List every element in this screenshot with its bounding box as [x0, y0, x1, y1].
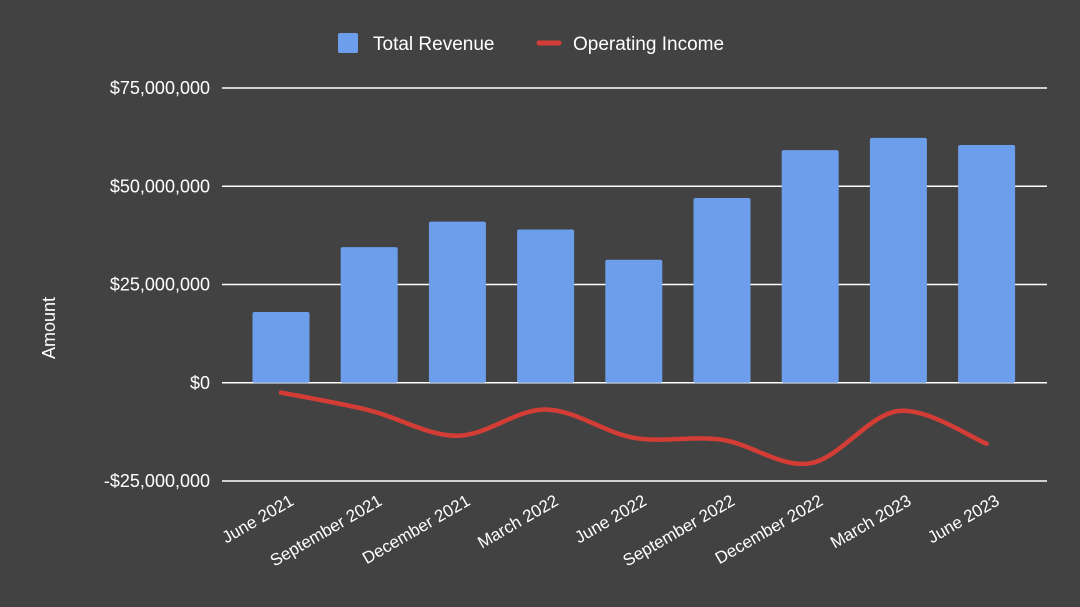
revenue-bar[interactable]: [340, 247, 398, 383]
revenue-bar[interactable]: [693, 198, 751, 383]
legend-label-operating-income: Operating Income: [573, 34, 724, 55]
y-axis-label: Amount: [39, 297, 59, 359]
revenue-bar[interactable]: [428, 221, 486, 383]
legend-item-operating-income[interactable]: Operating Income: [536, 34, 724, 55]
operating-income-line[interactable]: [278, 390, 989, 467]
x-tick-label: June 2023: [924, 491, 1002, 547]
legend-item-total-revenue[interactable]: Total Revenue: [338, 33, 494, 55]
revenue-bar[interactable]: [869, 137, 927, 383]
x-tick-label: June 2022: [572, 491, 650, 547]
y-tick-label: $50,000,000: [110, 176, 210, 196]
y-tick-label: $75,000,000: [110, 78, 210, 98]
legend: Total Revenue Operating Income: [338, 33, 724, 55]
legend-label-total-revenue: Total Revenue: [373, 34, 494, 55]
revenue-bar[interactable]: [781, 150, 839, 383]
y-tick-label: -$25,000,000: [104, 471, 210, 491]
x-tick-label: June 2021: [219, 491, 297, 547]
legend-swatch-total-revenue: [338, 33, 358, 53]
y-tick-label: $25,000,000: [110, 275, 210, 295]
y-tick-label: $0: [190, 373, 210, 393]
y-axis-ticks: $75,000,000 $50,000,000 $25,000,000 $0 -$25,…: [104, 78, 210, 491]
revenue-bar[interactable]: [958, 144, 1016, 383]
revenue-bar[interactable]: [517, 229, 575, 383]
revenue-bar[interactable]: [605, 259, 663, 383]
bar-layer: [252, 137, 1016, 383]
x-tick-label: March 2023: [827, 491, 914, 552]
revenue-bar[interactable]: [252, 312, 310, 383]
x-tick-label: March 2022: [474, 491, 561, 552]
line-layer: [278, 390, 989, 467]
